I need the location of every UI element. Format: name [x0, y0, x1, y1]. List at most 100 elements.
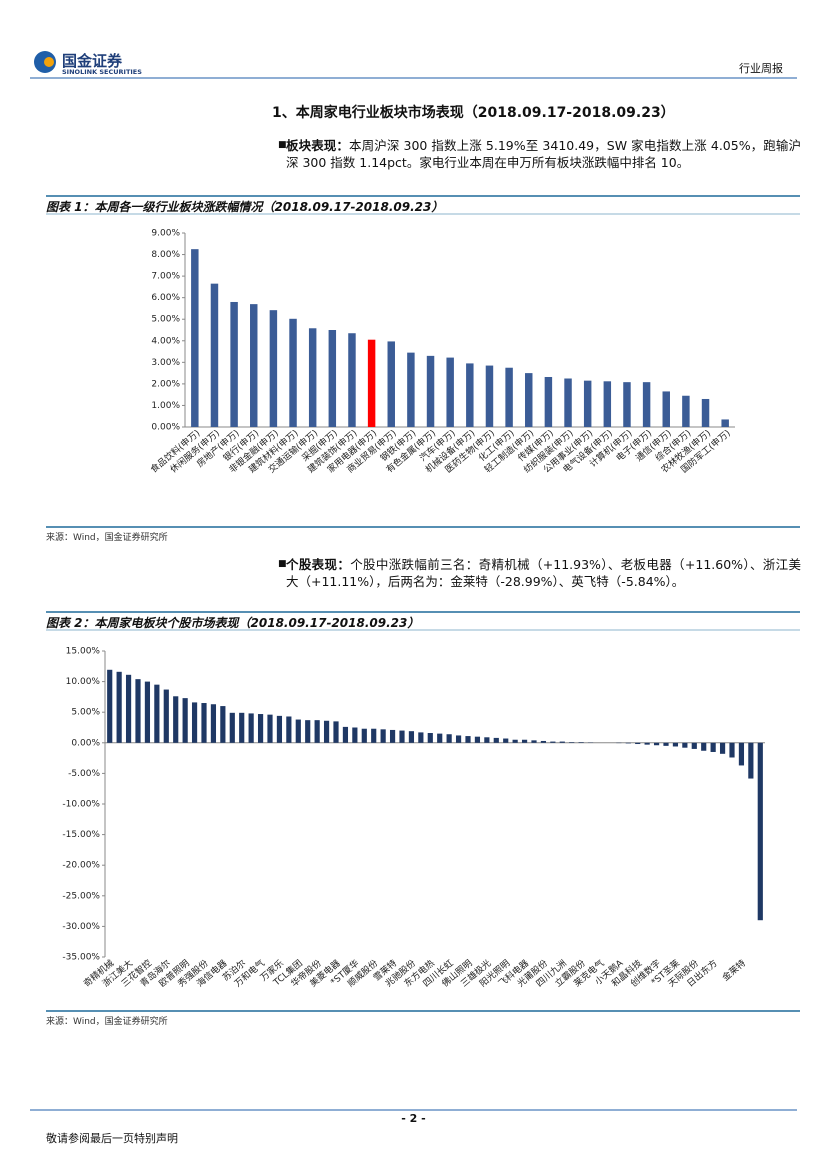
bar	[276, 715, 283, 743]
bar	[701, 742, 707, 751]
bar	[583, 380, 592, 427]
bar	[323, 720, 330, 743]
bar	[721, 419, 729, 427]
bar	[493, 737, 499, 743]
bar	[399, 730, 405, 743]
y-tick-label: 4.00%	[151, 336, 180, 346]
page-number: - 2 -	[401, 1112, 426, 1125]
bar	[531, 740, 537, 743]
bar	[466, 363, 474, 427]
bar	[250, 304, 258, 427]
bar	[426, 355, 435, 427]
bar	[559, 741, 565, 743]
bar	[437, 733, 443, 743]
y-tick-label: 2.00%	[151, 379, 180, 389]
logo-dot	[44, 57, 54, 67]
bar	[719, 742, 726, 754]
bar	[653, 742, 660, 746]
bar	[229, 712, 235, 743]
bar	[239, 712, 245, 743]
y-tick-label: -5.00%	[68, 769, 100, 779]
y-tick-label: 9.00%	[151, 229, 180, 239]
bullet-label: 个股表现：	[286, 557, 351, 572]
bar	[544, 376, 553, 427]
bar	[210, 283, 219, 427]
bar	[289, 318, 297, 427]
bar	[569, 742, 575, 743]
bar	[144, 681, 151, 743]
bar	[308, 328, 317, 427]
y-tick-label: 15.00%	[66, 647, 101, 657]
y-tick-label: 10.00%	[66, 677, 101, 687]
x-tick-label: 金莱特	[720, 957, 748, 984]
bar	[380, 729, 386, 743]
bar	[267, 714, 273, 743]
bar	[125, 674, 132, 743]
bar	[672, 742, 679, 747]
bar	[305, 720, 311, 743]
bar	[314, 720, 320, 743]
bullet: 板块表现：本周沪深 300 指数上涨 5.19%至 3410.49，SW 家电指…	[278, 137, 801, 171]
bar	[757, 742, 763, 921]
bar	[662, 391, 670, 427]
y-tick-label: 5.00%	[151, 315, 180, 325]
bar	[521, 739, 528, 743]
bar	[367, 339, 376, 427]
y-tick-label: -10.00%	[62, 800, 100, 810]
bar	[107, 669, 113, 743]
y-tick-label: 0.00%	[151, 423, 180, 433]
y-tick-label: -15.00%	[62, 830, 100, 840]
bar	[455, 735, 462, 743]
bar	[348, 333, 356, 427]
bar	[682, 742, 688, 748]
bar	[163, 689, 169, 743]
y-tick-label: -20.00%	[62, 861, 100, 871]
bar	[333, 721, 339, 743]
bar	[625, 742, 631, 744]
y-tick-label: -30.00%	[62, 922, 100, 932]
bar	[191, 249, 199, 427]
bar	[485, 365, 494, 427]
bar	[295, 719, 301, 743]
bar	[710, 742, 716, 752]
bar	[512, 739, 518, 743]
bullet-text: 本周沪深 300 指数上涨 5.19%至 3410.49，SW 家电指数上涨 4…	[286, 138, 801, 170]
bar	[328, 330, 337, 427]
y-tick-label: -35.00%	[62, 953, 100, 963]
bullet-text: 个股中涨跌幅前三名：奇精机械（+11.93%）、老板电器（+11.60%）、浙江…	[286, 557, 801, 589]
bar	[135, 679, 141, 743]
chart-title: 图表 1：本周各一级行业板块涨跌幅情况（2018.09.17-2018.09.2…	[46, 200, 444, 214]
bar	[540, 740, 547, 743]
y-tick-label: -25.00%	[62, 891, 100, 901]
bar	[644, 742, 650, 745]
bar	[578, 742, 584, 743]
y-tick-label: 8.00%	[151, 250, 180, 260]
bar	[201, 703, 207, 743]
bar	[691, 742, 697, 749]
bar	[389, 729, 396, 743]
bar	[408, 731, 415, 743]
bar	[286, 716, 292, 743]
y-tick-label: 1.00%	[151, 401, 180, 411]
bullet: 个股表现：个股中涨跌幅前三名：奇精机械（+11.93%）、老板电器（+11.60…	[278, 556, 801, 590]
y-tick-label: 7.00%	[151, 272, 180, 282]
bar	[729, 742, 735, 758]
bar	[269, 310, 278, 427]
bar	[663, 742, 669, 746]
section-title: 1、本周家电行业板块市场表现（2018.09.17-2018.09.23）	[272, 105, 675, 121]
bar	[407, 352, 415, 427]
bar	[387, 341, 395, 427]
bar	[210, 704, 217, 743]
bar	[738, 742, 745, 766]
bar	[371, 728, 377, 743]
bar	[465, 736, 471, 743]
bar	[116, 671, 122, 743]
bar	[525, 373, 533, 427]
bar	[361, 728, 367, 743]
bar	[748, 742, 754, 779]
bar	[446, 357, 454, 427]
bar	[173, 696, 179, 743]
bar	[191, 702, 198, 743]
